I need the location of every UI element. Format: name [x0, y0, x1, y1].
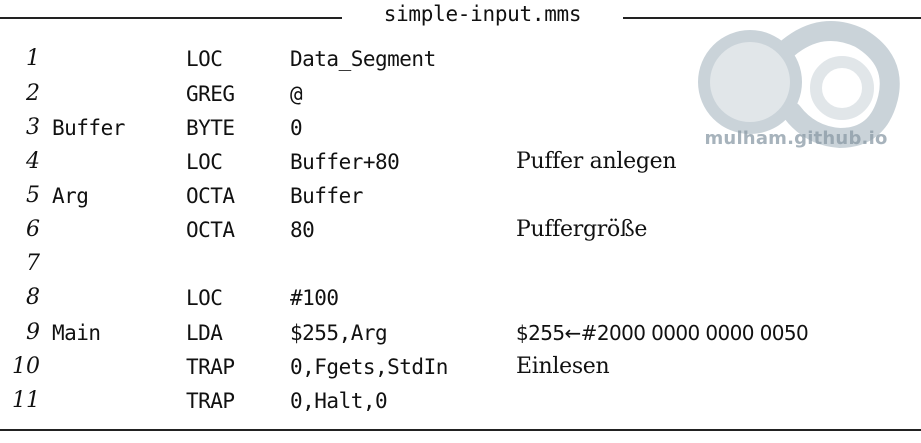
- line-operand: 80: [290, 218, 315, 242]
- line-comment: Puffer anlegen: [516, 149, 677, 174]
- line-opcode: BYTE: [186, 116, 235, 140]
- line-label: Main: [52, 321, 101, 345]
- top-rule-left: [0, 17, 342, 19]
- code-line-2: 2 GREG @: [0, 77, 921, 111]
- code-line-6: 6 OCTA 80 Puffergröße: [0, 213, 921, 247]
- line-number: 6: [26, 217, 40, 242]
- line-number: 4: [26, 149, 40, 174]
- line-number: 8: [26, 285, 40, 310]
- line-number: 9: [26, 320, 40, 345]
- line-number: 11: [12, 388, 40, 413]
- line-opcode: LOC: [186, 150, 223, 174]
- code-line-3: 3 Buffer BYTE 0: [0, 111, 921, 145]
- line-opcode: LDA: [186, 321, 223, 345]
- line-operand: Data_Segment: [290, 47, 436, 71]
- line-label: Arg: [52, 184, 89, 208]
- code-line-10: 10 TRAP 0,Fgets,StdIn Einlesen: [0, 350, 921, 384]
- line-number: 10: [12, 354, 40, 379]
- line-opcode: TRAP: [186, 355, 235, 379]
- code-line-11: 11 TRAP 0,Halt,0: [0, 384, 921, 418]
- code-line-5: 5 Arg OCTA Buffer: [0, 179, 921, 213]
- line-operand: 0: [290, 116, 303, 140]
- bottom-rule: [0, 429, 921, 431]
- line-number: 7: [26, 251, 40, 276]
- line-opcode: OCTA: [186, 184, 235, 208]
- line-operand: $255,Arg: [290, 321, 388, 345]
- code-line-7: 7: [0, 247, 921, 281]
- line-number: 5: [26, 183, 40, 208]
- line-number: 3: [26, 115, 40, 140]
- line-comment: $255←#2000 0000 0000 0050: [516, 321, 809, 345]
- code-line-1: 1 LOC Data_Segment: [0, 42, 921, 76]
- line-opcode: LOC: [186, 286, 223, 310]
- line-label: Buffer: [52, 116, 125, 140]
- infinity-logo-icon: [698, 20, 900, 149]
- line-comment: Puffergröße: [516, 217, 648, 242]
- line-operand: 0,Halt,0: [290, 389, 388, 413]
- line-operand: #100: [290, 286, 339, 310]
- line-opcode: GREG: [186, 82, 235, 106]
- line-opcode: TRAP: [186, 389, 235, 413]
- line-operand: Buffer: [290, 184, 363, 208]
- line-opcode: LOC: [186, 47, 223, 71]
- line-operand: Buffer+80: [290, 150, 400, 174]
- line-number: 2: [26, 81, 40, 106]
- line-opcode: OCTA: [186, 218, 235, 242]
- watermark-text: mulham.github.io: [704, 128, 888, 149]
- code-line-9: 9 Main LDA $255,Arg $255←#2000 0000 0000…: [0, 316, 921, 350]
- line-operand: 0,Fgets,StdIn: [290, 355, 448, 379]
- line-comment: Einlesen: [516, 354, 610, 379]
- line-operand: @: [290, 82, 303, 106]
- line-number: 1: [26, 46, 40, 71]
- code-line-4: 4 LOC Buffer+80 Puffer anlegen: [0, 145, 921, 179]
- top-rule-right: [623, 17, 921, 19]
- listing-title: simple-input.mms: [383, 2, 582, 26]
- code-line-8: 8 LOC #100: [0, 281, 921, 315]
